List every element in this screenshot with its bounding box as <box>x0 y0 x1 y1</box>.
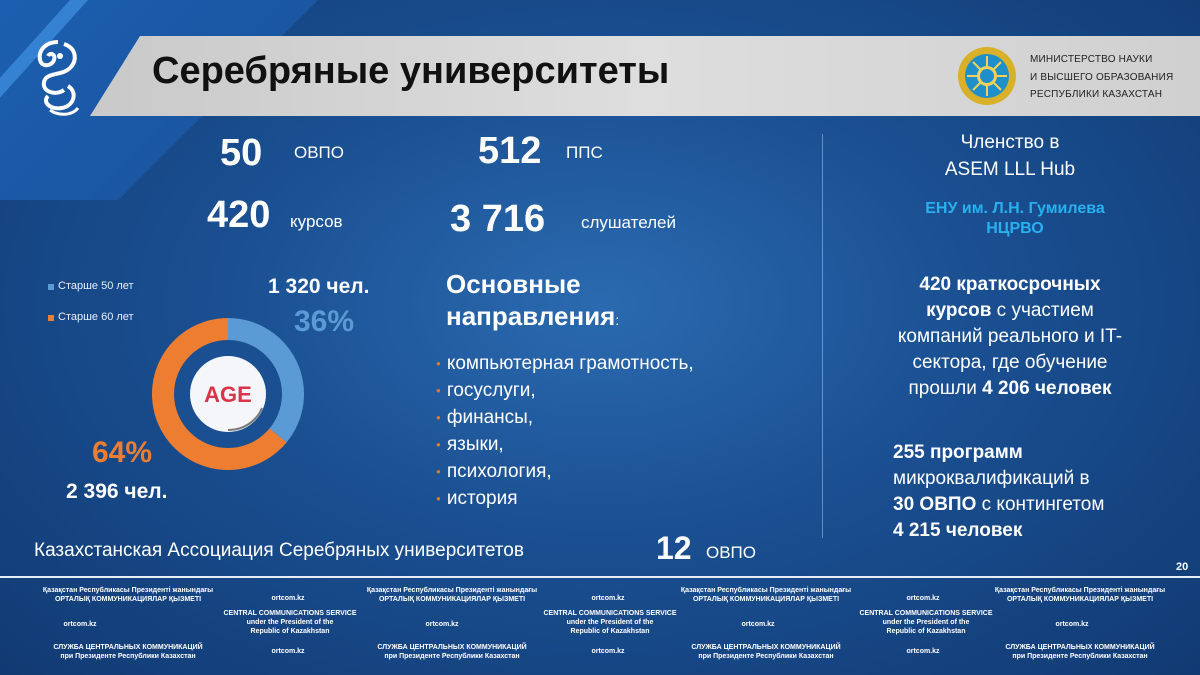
org-ncrvo: НЦРВО <box>986 220 1044 237</box>
directions-title-line2: направления <box>446 301 616 331</box>
membership-line-1: Членство в <box>960 132 1060 153</box>
legend-label-50: Старше 50 лет <box>58 280 134 292</box>
footer-ru-text: СЛУЖБА ЦЕНТРАЛЬНЫХ КОММУНИКАЦИЙ при Прези… <box>377 644 527 660</box>
direction-item: ● психология, <box>436 461 552 482</box>
page-title: Серебряные университеты <box>152 50 670 92</box>
directions-title: Основные направления: <box>446 268 619 336</box>
ovpo-number: 50 <box>220 132 263 174</box>
courses-label: курсов <box>290 212 343 231</box>
footer-site: ortcom.kz <box>63 621 97 628</box>
direction-item: ● компьютерная грамотность, <box>436 353 694 374</box>
age-text: AGE <box>204 382 252 407</box>
age-donut-chart: AGE <box>152 318 304 470</box>
courses-number: 420 <box>207 194 271 236</box>
footer-kz-text: Қазақстан Республикасы Президенті жанынд… <box>366 587 538 603</box>
ministry-line-1: МИНИСТЕРСТВО НАУКИ <box>1030 54 1153 65</box>
footer-site: ortcom.kz <box>1055 621 1089 628</box>
age-badge <box>190 356 266 432</box>
direction-item: ● история <box>436 488 518 509</box>
footer-site: ortcom.kz <box>271 648 305 655</box>
footer-divider <box>0 576 1200 578</box>
footer-en-text: CENTRAL COMMUNICATIONS SERVICE under the … <box>543 610 677 635</box>
vertical-divider <box>822 134 823 538</box>
legend-label-60: Старше 60 лет <box>58 311 134 323</box>
ministry-line-2: И ВЫСШЕГО ОБРАЗОВАНИЯ <box>1030 72 1174 83</box>
footer-site: ortcom.kz <box>906 648 940 655</box>
legend-swatch-60 <box>48 315 54 321</box>
directions-title-colon: : <box>615 312 620 328</box>
footer-site: ortcom.kz <box>425 621 459 628</box>
footer-kz-text: Қазақстан Республикасы Президенті жанынд… <box>42 587 214 603</box>
count-over-50: 1 320 чел. <box>268 275 370 298</box>
kazakhstan-emblem-icon <box>958 47 1016 105</box>
org-enu: ЕНУ им. Л.Н. Гумилева <box>925 200 1105 217</box>
footer-ru-text: СЛУЖБА ЦЕНТРАЛЬНЫХ КОММУНИКАЦИЙ при Прези… <box>1005 644 1155 660</box>
ministry-line-3: РЕСПУБЛИКИ КАЗАХСТАН <box>1030 89 1163 100</box>
footer-ru-text: СЛУЖБА ЦЕНТРАЛЬНЫХ КОММУНИКАЦИЙ при Прези… <box>691 644 841 660</box>
age-arrow-icon <box>227 407 263 432</box>
count-over-60: 2 396 чел. <box>66 480 168 503</box>
association-number: 12 <box>656 530 692 566</box>
footer-kz-text: Қазақстан Республикасы Президенті жанынд… <box>680 587 852 603</box>
pct-over-50: 36% <box>294 305 355 338</box>
footer-site: ortcom.kz <box>271 595 305 602</box>
footer-site: ortcom.kz <box>741 621 775 628</box>
legend-swatch-50 <box>48 284 54 290</box>
pct-over-60: 64% <box>92 436 153 469</box>
direction-item: ● финансы, <box>436 407 534 428</box>
association-label: ОВПО <box>706 543 757 562</box>
snow-leopard-logo-icon <box>37 40 80 116</box>
pps-number: 512 <box>478 130 542 172</box>
ovpo-label: ОВПО <box>294 143 345 162</box>
footer-en-text: CENTRAL COMMUNICATIONS SERVICE under the … <box>223 610 357 635</box>
footer-site: ortcom.kz <box>591 648 625 655</box>
direction-item: ● языки, <box>436 434 504 455</box>
listeners-label: слушателей <box>581 213 676 232</box>
footer-en-text: CENTRAL COMMUNICATIONS SERVICE under the … <box>859 610 993 635</box>
listeners-number: 3 716 <box>450 198 546 240</box>
association-text: Казахстанская Ассоциация Серебряных унив… <box>34 540 524 561</box>
courses-block: 420 краткосрочных курсов с участием комп… <box>897 274 1123 399</box>
footer-site: ortcom.kz <box>591 595 625 602</box>
microqual-block: 255 программ микроквалификаций в 30 ОВПО… <box>893 442 1105 541</box>
pps-label: ППС <box>566 143 603 162</box>
page-number: 20 <box>1176 561 1189 573</box>
directions-title-line1: Основные <box>446 269 581 299</box>
membership-line-2: ASEM LLL Hub <box>944 159 1076 180</box>
footer-site: ortcom.kz <box>906 595 940 602</box>
footer-ru-text: СЛУЖБА ЦЕНТРАЛЬНЫХ КОММУНИКАЦИЙ при Прези… <box>53 644 203 660</box>
footer-kz-text: Қазақстан Республикасы Президенті жанынд… <box>994 587 1166 603</box>
direction-item: ● госуслуги, <box>436 380 536 401</box>
